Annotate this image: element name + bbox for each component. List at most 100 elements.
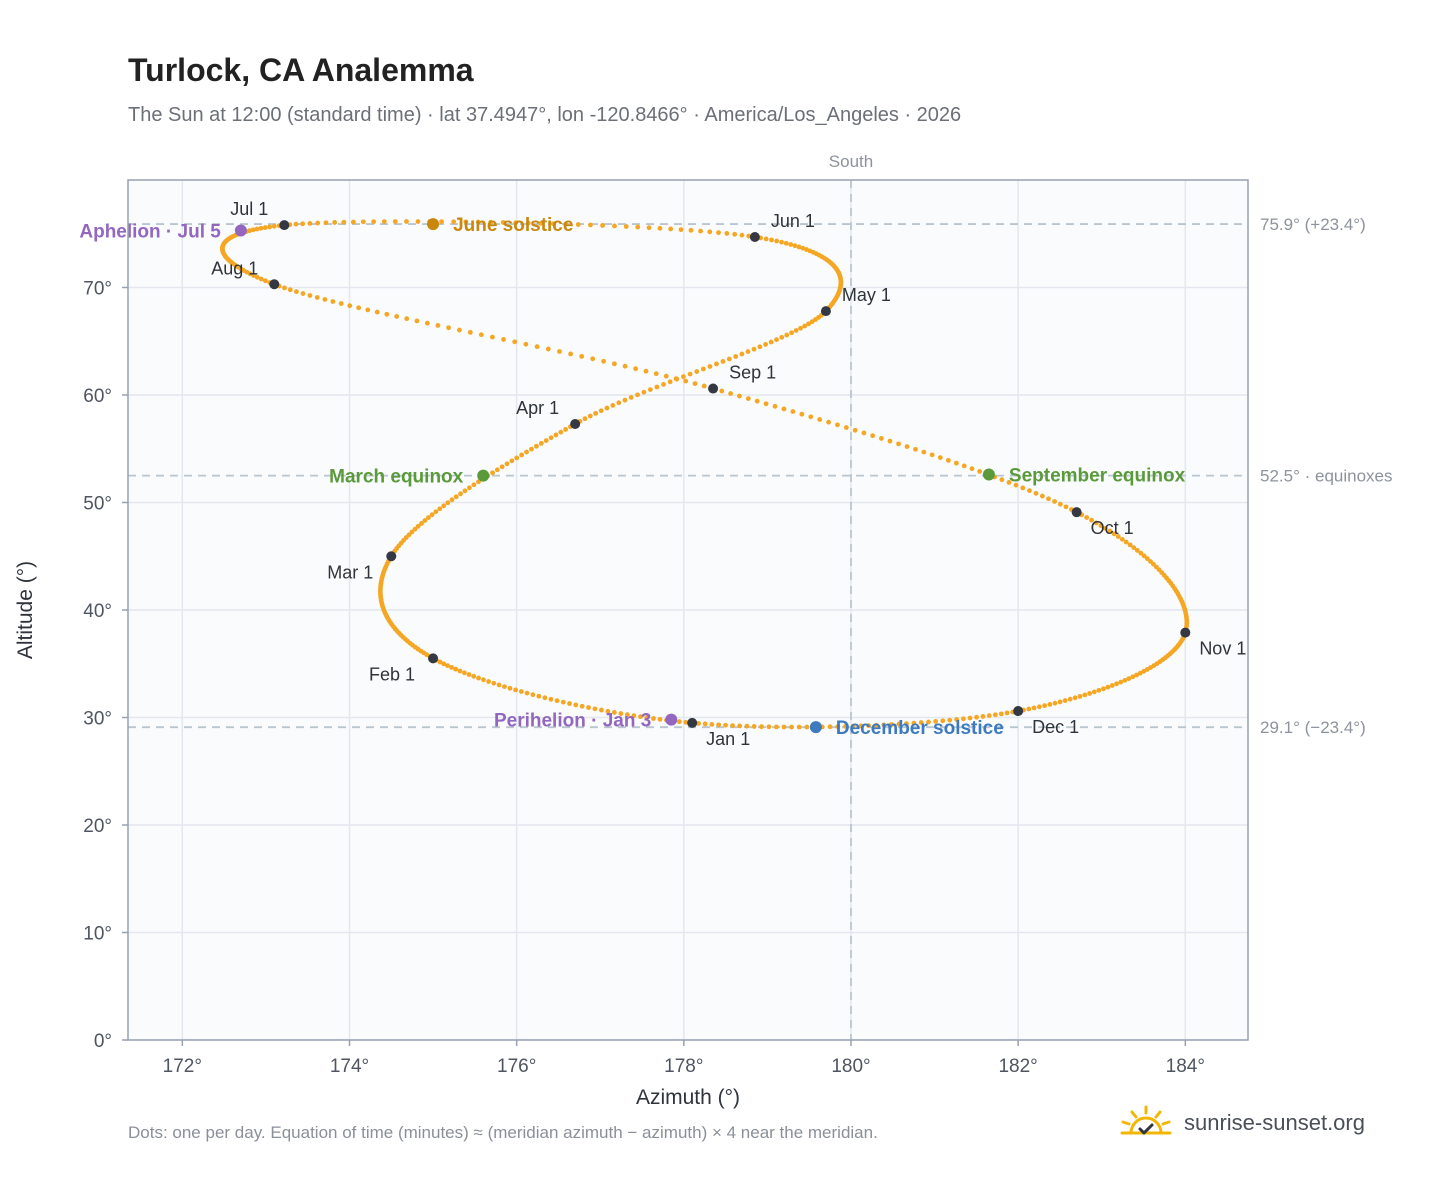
daily-dot [529, 446, 534, 452]
daily-dot [1089, 517, 1094, 523]
daily-dot [502, 684, 507, 690]
daily-dot [889, 722, 894, 727]
daily-dot [322, 297, 328, 302]
daily-dot [622, 363, 628, 369]
daily-dot [462, 670, 467, 676]
month-label: Mar 1 [327, 562, 373, 582]
daily-dot [365, 307, 371, 313]
daily-dot [536, 693, 542, 699]
daily-dot [451, 219, 457, 225]
daily-dot [719, 388, 725, 394]
event-label: Aphelion · Jul 5 [79, 222, 221, 243]
daily-dot [654, 384, 660, 390]
daily-dot [1047, 702, 1053, 707]
event-marker [809, 721, 822, 734]
daily-dot [553, 432, 559, 438]
month-marker [687, 717, 698, 728]
daily-dot [437, 506, 443, 512]
daily-dot [415, 523, 421, 529]
daily-dot [774, 238, 780, 244]
daily-dot [1115, 534, 1121, 539]
reference-line-label: 52.5° · equinoxes [1260, 467, 1393, 486]
event-label: March equinox [329, 467, 464, 488]
y-axis-ticks: 0° 10° 20° 30° 40° 50° 60° 70° [83, 279, 128, 1052]
daily-dot [800, 245, 806, 251]
daily-dot [478, 332, 484, 338]
daily-dot [467, 485, 472, 491]
month-marker [386, 551, 397, 562]
daily-dot [519, 452, 525, 458]
daily-dot [1063, 504, 1069, 510]
daily-dot [457, 668, 463, 674]
y-tick-label: 30° [83, 709, 112, 730]
daily-dot [384, 311, 390, 317]
daily-dot [969, 466, 975, 472]
daily-dot [563, 221, 569, 227]
daily-dot [751, 724, 757, 729]
daily-dot [707, 229, 713, 235]
daily-dot [530, 692, 536, 698]
daily-dot [598, 408, 604, 414]
daily-dot [772, 403, 778, 409]
daily-dot [763, 236, 769, 242]
daily-dot [560, 699, 566, 705]
daily-dot [933, 719, 939, 724]
daily-dot [575, 222, 581, 227]
daily-dot [347, 303, 353, 309]
daily-dot [409, 529, 415, 535]
daily-dot [754, 398, 760, 404]
daily-dot [733, 354, 739, 359]
daily-dot [1067, 696, 1073, 702]
daily-dot [926, 719, 931, 725]
daily-dot [545, 346, 551, 352]
daily-dot [251, 273, 256, 278]
daily-dot [610, 403, 616, 408]
daily-dot [779, 334, 785, 340]
daily-dot [678, 227, 684, 233]
brand[interactable]: sunrise-sunset.org [1118, 1100, 1365, 1146]
daily-dot [350, 219, 356, 225]
month-label: Jul 1 [230, 199, 268, 219]
daily-dot [998, 711, 1004, 717]
daily-dot [657, 716, 663, 722]
daily-dot [1052, 499, 1057, 504]
daily-dot [563, 427, 569, 432]
daily-dot [475, 219, 481, 225]
daily-dot [1042, 703, 1048, 709]
daily-dot [707, 364, 713, 369]
daily-dot [1122, 677, 1128, 683]
month-label: Apr 1 [516, 398, 559, 418]
daily-dot [414, 318, 420, 324]
daily-dot [1109, 683, 1115, 688]
daily-dot [1052, 700, 1058, 706]
month-marker [428, 653, 439, 664]
daily-dot [1020, 485, 1026, 491]
meridian-label: South [829, 152, 873, 171]
daily-dot [441, 661, 447, 667]
daily-dot [1039, 493, 1045, 499]
daily-dot [429, 512, 435, 518]
daily-dot [557, 349, 562, 354]
x-tick-label: 184° [1166, 1056, 1205, 1077]
daily-dot [739, 232, 745, 238]
daily-dot [496, 682, 502, 688]
daily-dot [1145, 556, 1150, 562]
daily-dot [1107, 528, 1113, 534]
daily-dot [633, 366, 639, 372]
daily-dot [790, 409, 796, 414]
daily-dot [657, 225, 663, 231]
daily-dot [961, 463, 967, 469]
daily-dot [579, 353, 585, 359]
daily-dot [1046, 496, 1051, 502]
daily-dot [476, 479, 481, 485]
daily-dot [1118, 679, 1124, 685]
daily-dot [692, 381, 698, 386]
footnote: Dots: one per day. Equation of time (min… [128, 1123, 878, 1142]
daily-dot [267, 224, 273, 230]
daily-dot [439, 219, 444, 225]
daily-dot [254, 226, 260, 232]
chart-subtitle: The Sun at 12:00 (standard time) · lat 3… [128, 104, 962, 126]
daily-dot [921, 449, 927, 455]
event-marker [982, 468, 995, 481]
daily-dot [471, 482, 477, 488]
